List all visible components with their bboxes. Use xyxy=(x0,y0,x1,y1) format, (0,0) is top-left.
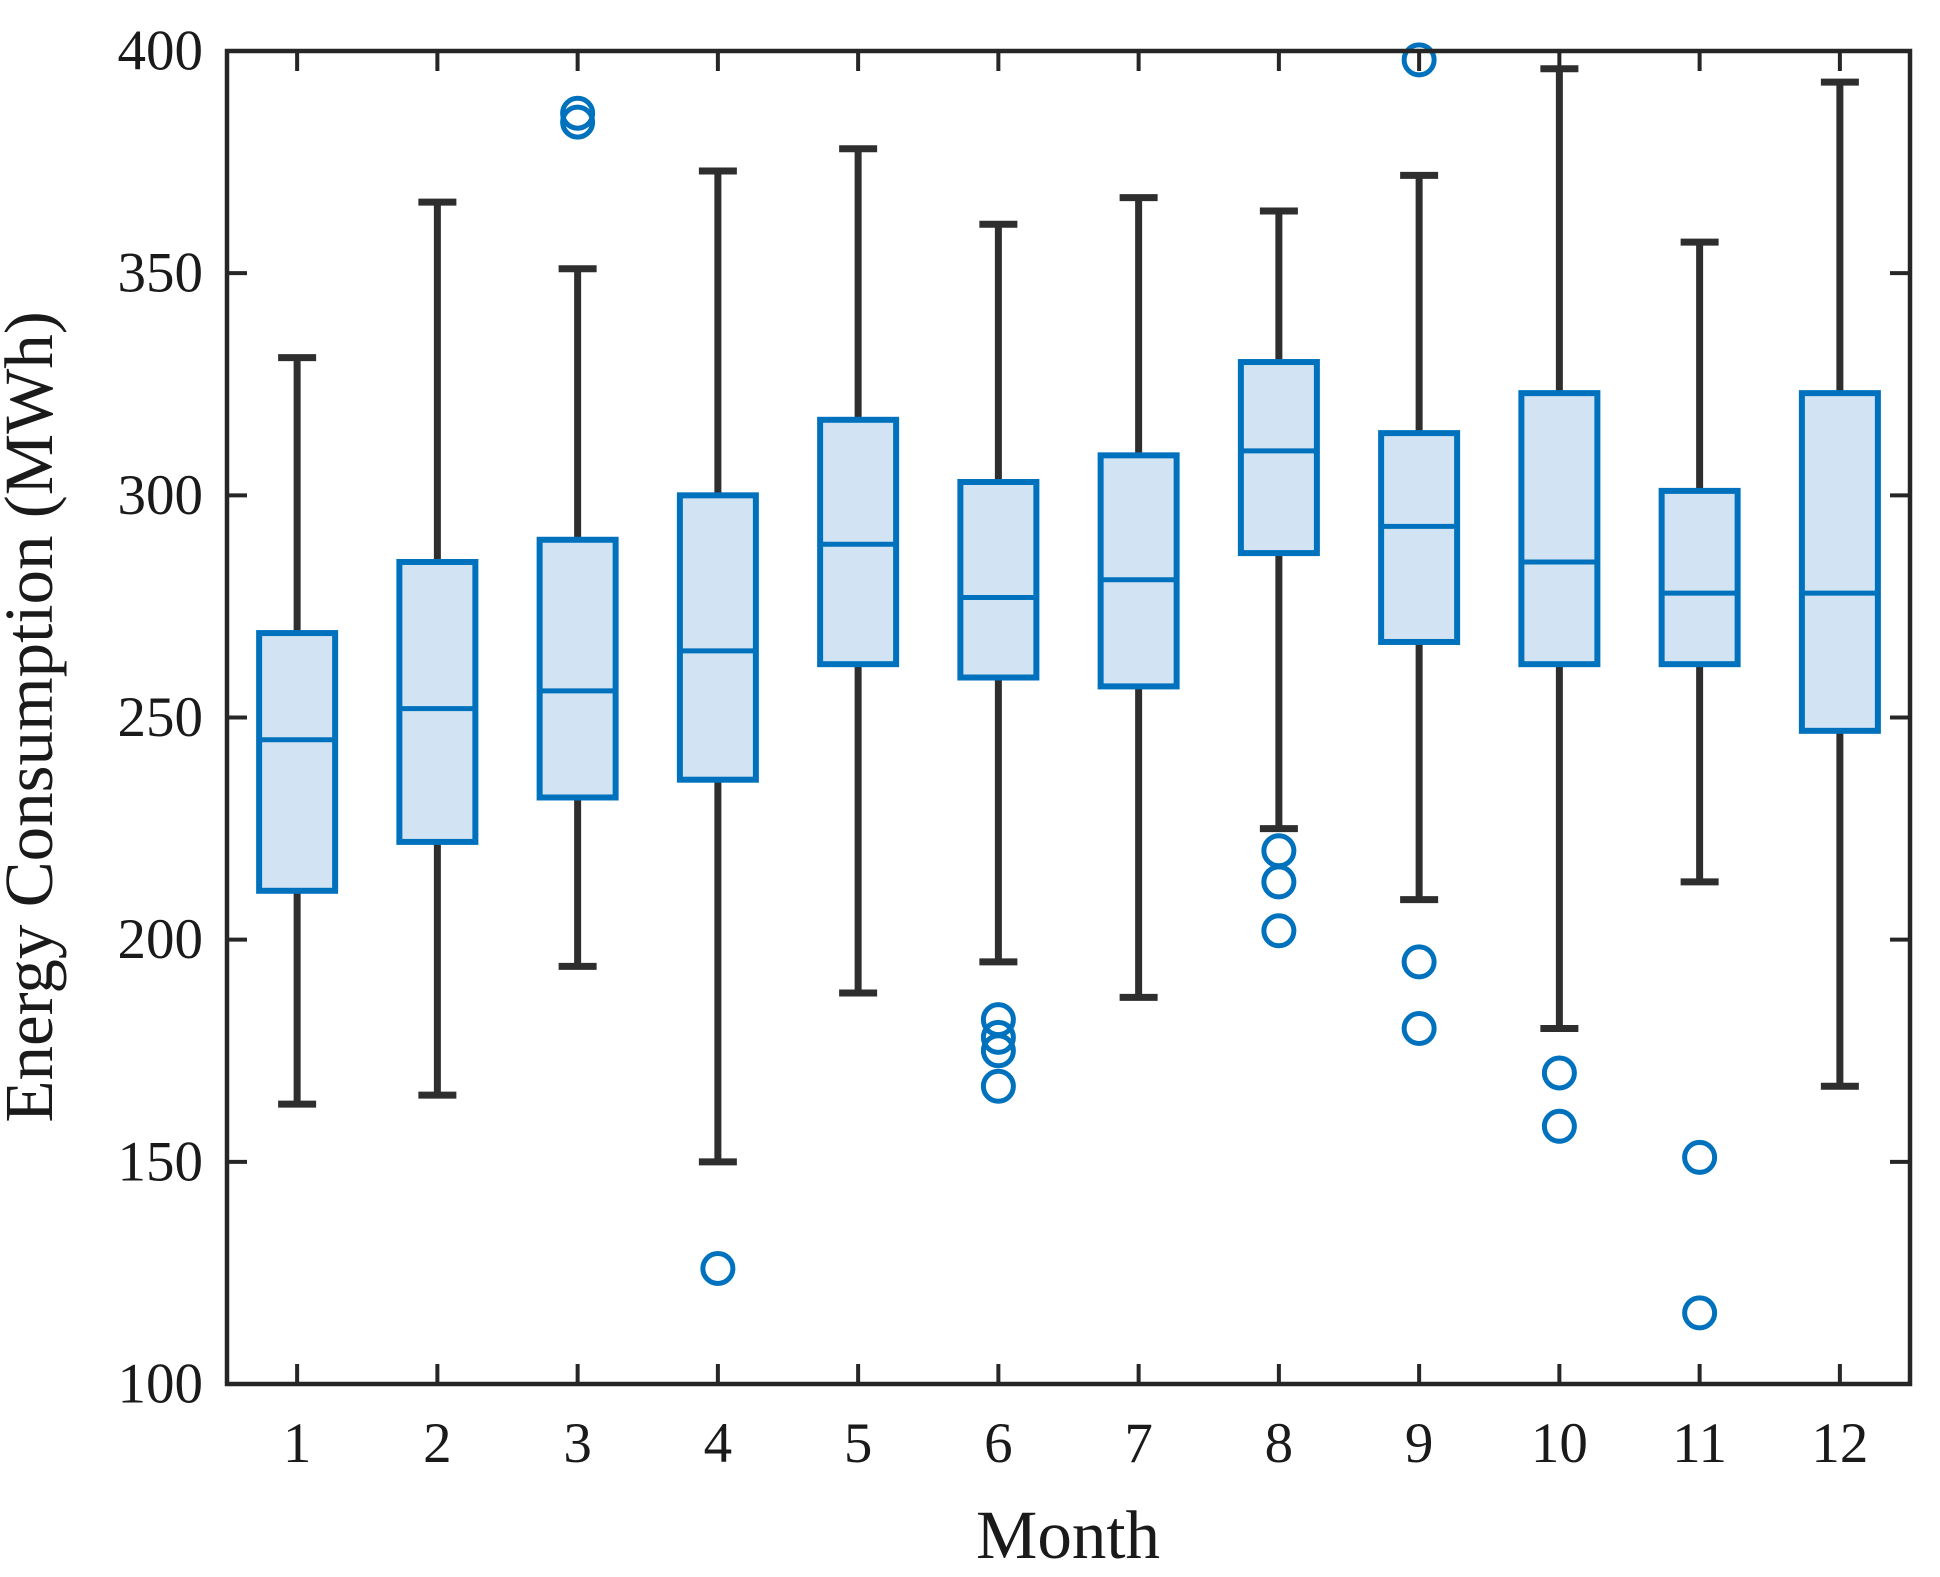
box-rect-month-12 xyxy=(1798,390,1881,734)
x-tick-label-8: 8 xyxy=(1265,1412,1294,1475)
outlier-marker-month-3-2 xyxy=(560,95,596,131)
outlier-marker-month-8-1 xyxy=(1261,833,1297,869)
x-tick-label-7: 7 xyxy=(1124,1412,1153,1475)
outlier-marker-month-6-3 xyxy=(980,1033,1016,1069)
y-tick-label-400: 400 xyxy=(118,20,204,83)
x-tick-label-11: 11 xyxy=(1672,1412,1727,1475)
outlier-marker-month-9-2 xyxy=(1401,944,1437,980)
box-rect-month-8 xyxy=(1237,359,1320,557)
x-axis-title: Month xyxy=(976,1497,1160,1573)
outlier-marker-month-9-3 xyxy=(1401,1011,1437,1047)
y-tick-label-350: 350 xyxy=(118,242,204,305)
outlier-marker-month-8-3 xyxy=(1261,913,1297,949)
box-rect-month-1 xyxy=(256,630,339,894)
outlier-marker-month-10-2 xyxy=(1541,1108,1577,1144)
y-tick-label-250: 250 xyxy=(118,686,204,749)
box-rect-month-6 xyxy=(957,479,1040,681)
outlier-marker-month-9-1 xyxy=(1401,42,1437,78)
box-rect-month-11 xyxy=(1658,487,1741,668)
box-rect-month-7 xyxy=(1097,452,1180,690)
x-tick-label-6: 6 xyxy=(984,1412,1013,1475)
box-rect-month-10 xyxy=(1518,390,1601,668)
y-tick-label-200: 200 xyxy=(118,908,204,971)
plot-frame xyxy=(224,48,1913,1387)
x-tick-label-5: 5 xyxy=(844,1412,873,1475)
x-tick-label-10: 10 xyxy=(1531,1412,1588,1475)
outlier-marker-month-6-2 xyxy=(980,1019,1016,1055)
box-rect-month-3 xyxy=(536,536,619,801)
outlier-marker-month-11-1 xyxy=(1682,1139,1718,1175)
outlier-marker-month-10-1 xyxy=(1541,1055,1577,1091)
outlier-marker-month-4-1 xyxy=(700,1250,736,1286)
y-tick-label-100: 100 xyxy=(118,1353,204,1416)
box-rect-month-4 xyxy=(676,492,759,783)
x-tick-label-12: 12 xyxy=(1811,1412,1868,1475)
outlier-marker-month-6-4 xyxy=(980,1068,1016,1104)
x-tick-label-3: 3 xyxy=(563,1412,592,1475)
y-tick-label-150: 150 xyxy=(118,1130,204,1193)
x-tick-label-9: 9 xyxy=(1405,1412,1434,1475)
x-tick-label-4: 4 xyxy=(704,1412,733,1475)
y-tick-label-300: 300 xyxy=(118,464,204,527)
x-tick-label-2: 2 xyxy=(423,1412,452,1475)
box-rect-month-9 xyxy=(1378,430,1461,645)
box-rect-month-2 xyxy=(396,558,479,845)
outlier-marker-month-8-2 xyxy=(1261,864,1297,900)
outlier-marker-month-11-2 xyxy=(1682,1295,1718,1331)
x-tick-label-1: 1 xyxy=(283,1412,312,1475)
y-axis-title: Energy Consumption (MWh) xyxy=(0,311,67,1122)
